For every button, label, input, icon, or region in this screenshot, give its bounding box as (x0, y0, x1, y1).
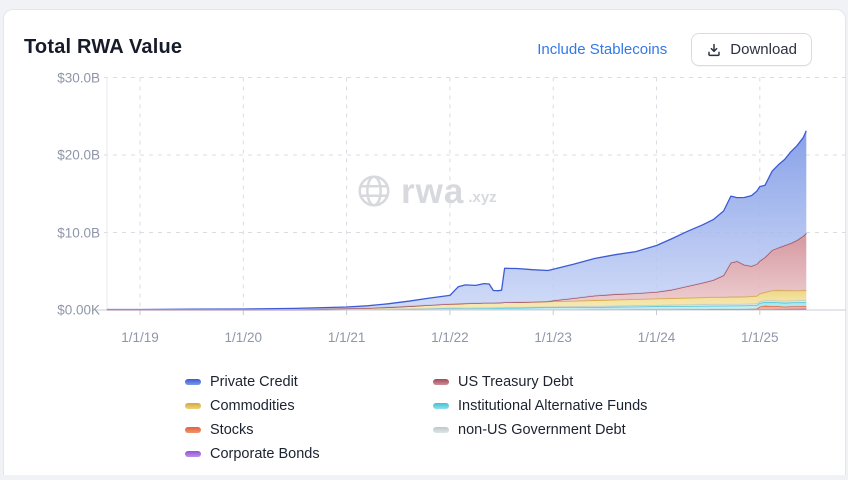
legend-label: Stocks (210, 422, 254, 438)
legend-label: US Treasury Debt (458, 374, 574, 390)
y-axis-tick-label: $20.0B (57, 147, 100, 163)
legend-item: Private Credit (185, 374, 365, 390)
watermark: rwa .xyz (355, 172, 497, 210)
legend-column: Private Credit Commodities Stocks Corporate… (185, 374, 365, 462)
y-axis-tick-label: $30.0B (57, 70, 100, 85)
legend-item: US Treasury Debt (433, 374, 647, 390)
legend-label: Institutional Alternative Funds (458, 398, 648, 414)
x-axis-tick-label: 1/1/19 (121, 330, 159, 345)
legend-item: non-US Government Debt (433, 422, 647, 438)
x-axis-tick-label: 1/1/20 (224, 330, 263, 345)
watermark-suffix: .xyz (468, 189, 497, 206)
legend-swatch (433, 427, 449, 433)
legend-swatch (185, 427, 201, 433)
download-button[interactable]: Download (691, 33, 812, 66)
legend-label: Private Credit (210, 374, 298, 390)
y-axis-tick-label: $0.00K (57, 302, 100, 318)
x-axis-tick-label: 1/1/23 (534, 330, 572, 345)
legend-swatch (185, 403, 201, 409)
legend-item: Institutional Alternative Funds (433, 398, 647, 414)
legend-label: Commodities (210, 398, 295, 414)
include-stablecoins-link[interactable]: Include Stablecoins (537, 41, 668, 58)
y-axis-tick-label: $10.0B (57, 225, 100, 240)
download-button-label: Download (730, 41, 797, 58)
legend-swatch (433, 403, 449, 409)
legend-label: non-US Government Debt (458, 422, 626, 438)
x-axis-tick-label: 1/1/25 (741, 330, 779, 345)
x-axis-tick-label: 1/1/24 (637, 330, 676, 345)
legend-swatch (433, 379, 449, 385)
page-title: Total RWA Value (24, 36, 183, 58)
chart-legend: Private Credit Commodities Stocks Corporate… (185, 374, 647, 462)
x-axis-tick-label: 1/1/21 (327, 330, 366, 345)
legend-item: Commodities (185, 398, 365, 414)
legend-item: Corporate Bonds (185, 446, 365, 462)
header-actions: Include Stablecoins Download (537, 33, 812, 66)
globe-icon (358, 175, 390, 207)
legend-swatch (185, 451, 201, 457)
legend-swatch (185, 379, 201, 385)
download-icon (708, 43, 721, 56)
legend-column: US Treasury Debt Institutional Alternativ… (433, 374, 647, 462)
legend-item: Stocks (185, 422, 365, 438)
watermark-name: rwa (401, 171, 465, 211)
legend-label: Corporate Bonds (210, 446, 320, 462)
x-axis-tick-label: 1/1/22 (431, 330, 469, 345)
